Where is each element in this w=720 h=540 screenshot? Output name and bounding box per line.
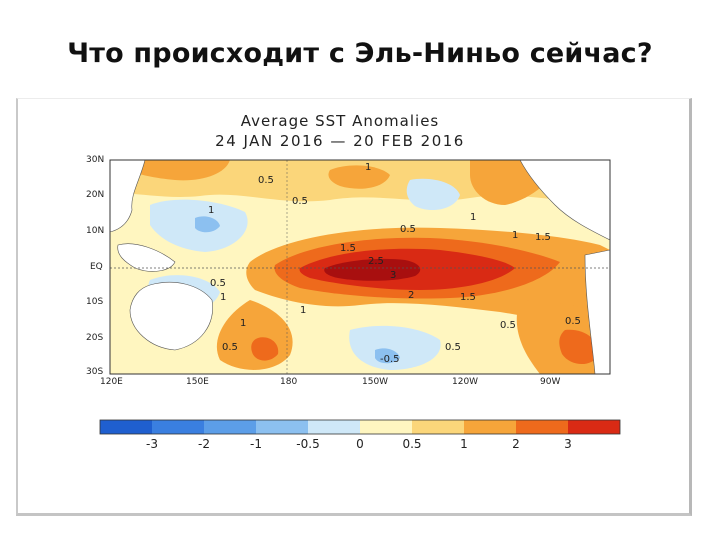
contour-label: 2.5 [368, 256, 384, 267]
colorbar-label: -2 [198, 437, 210, 451]
contour-labels: 0.5 0.5 0.5 1 1 1 1 1 1 1.5 1.5 1.5 2 2.… [208, 162, 581, 365]
contour-label: 1.5 [340, 243, 356, 254]
contour-label: 1 [512, 230, 518, 241]
colorbar-swatch [516, 420, 568, 434]
contour-label: 1 [240, 318, 246, 329]
contour-label: 0.5 [445, 342, 461, 353]
map-date-range: 24 JAN 2016 — 20 FEB 2016 [215, 132, 465, 150]
land-australia [129, 282, 213, 351]
contour-label: 1.5 [460, 292, 476, 303]
colorbar-label: -0.5 [296, 437, 320, 451]
slide-title: Что происходит с Эль-Ниньо сейчас? [67, 38, 653, 69]
warm-region-nw [120, 160, 230, 181]
lon-tick: 150W [362, 377, 389, 387]
colorbar [99, 419, 621, 435]
contour-label: 1 [470, 212, 476, 223]
lat-tick: 10N [86, 226, 105, 236]
contour-label: 0.5 [565, 316, 581, 327]
contour-label: -0.5 [380, 354, 400, 365]
colorbar-swatch [152, 420, 204, 434]
colorbar-border [99, 419, 621, 435]
contour-label: 1.5 [535, 232, 551, 243]
colorbar-swatch [464, 420, 516, 434]
lat-tick: EQ [90, 262, 103, 272]
colorbar-swatch [256, 420, 308, 434]
land-asia [110, 160, 146, 233]
colorbar-swatch [360, 420, 412, 434]
lon-tick: 120E [100, 377, 123, 387]
contour-label: 3 [390, 270, 396, 281]
lat-tick: 20S [86, 333, 104, 343]
contour-label: 0.5 [258, 175, 274, 186]
lon-tick: 150E [186, 377, 209, 387]
lat-tick: 20N [86, 190, 105, 200]
strong-warm-patch-se [559, 329, 599, 365]
contour-label: 0.5 [500, 320, 516, 331]
lon-tick: 180 [280, 377, 298, 387]
land-indonesia [117, 243, 176, 272]
colorbar-label: 0 [356, 437, 364, 451]
contour-label: 1 [220, 292, 226, 303]
colorbar-label: 3 [564, 437, 572, 451]
colorbar-swatch [308, 420, 360, 434]
colorbar-label: -1 [250, 437, 262, 451]
colorbar-label: 2 [512, 437, 520, 451]
contour-label: 2 [408, 290, 414, 301]
contour-label: 0.5 [292, 196, 308, 207]
cool-region-south-central [349, 325, 441, 370]
contour-label: 1 [300, 305, 306, 316]
anomaly-field [110, 160, 610, 374]
lat-tick: 30S [86, 367, 104, 377]
lon-tick: 90W [540, 377, 561, 387]
colorbar-label: 1 [460, 437, 468, 451]
map-title: Average SST Anomalies [240, 112, 440, 130]
cooler-patch-nw [195, 216, 220, 233]
extreme-warm-core [324, 258, 421, 281]
map-border [109, 159, 611, 375]
contour-label: 0.5 [222, 342, 238, 353]
contour-label: 0.5 [210, 278, 226, 289]
colorbar-swatch [100, 420, 152, 434]
colorbar-label: -3 [146, 437, 158, 451]
colorbar-swatch [568, 420, 620, 434]
colorbar-swatch [204, 420, 256, 434]
land-south-america [584, 249, 610, 374]
strong-warm-patch-sw [251, 337, 279, 361]
land-north-america [519, 160, 610, 241]
cooler-patch-south [375, 348, 400, 364]
lat-tick: 10S [86, 297, 104, 307]
contour-label: 0.5 [400, 224, 416, 235]
contour-label: 1 [365, 162, 371, 173]
warm-patch-north-central [328, 165, 390, 189]
colorbar-label: 0.5 [402, 437, 422, 451]
contour-label: 1 [208, 205, 214, 216]
colorbar-swatch [412, 420, 464, 434]
lon-tick: 120W [452, 377, 479, 387]
lat-tick: 30N [86, 155, 105, 165]
cool-region-north-central [406, 178, 460, 211]
